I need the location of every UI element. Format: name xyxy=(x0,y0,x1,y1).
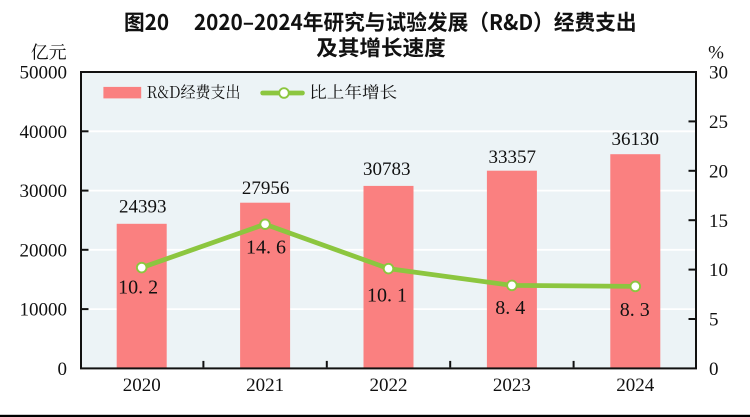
svg-text:14. 6: 14. 6 xyxy=(246,237,286,259)
svg-text:5: 5 xyxy=(709,310,719,331)
svg-text:10. 1: 10. 1 xyxy=(367,285,407,307)
svg-text:20000: 20000 xyxy=(20,241,68,262)
svg-text:50000: 50000 xyxy=(20,63,68,84)
svg-text:%: % xyxy=(708,43,724,64)
svg-text:10: 10 xyxy=(709,260,728,281)
svg-text:2023: 2023 xyxy=(493,375,531,396)
svg-text:25: 25 xyxy=(709,112,728,133)
svg-text:40000: 40000 xyxy=(20,122,68,143)
svg-text:0: 0 xyxy=(709,359,719,380)
svg-text:30783: 30783 xyxy=(363,159,411,180)
svg-text:27956: 27956 xyxy=(242,178,290,199)
svg-text:30: 30 xyxy=(709,63,728,84)
svg-text:33357: 33357 xyxy=(489,147,537,168)
svg-text:2021: 2021 xyxy=(246,375,284,396)
svg-text:2024: 2024 xyxy=(616,375,655,396)
svg-text:30000: 30000 xyxy=(20,181,68,202)
svg-text:2022: 2022 xyxy=(370,375,408,396)
svg-text:20: 20 xyxy=(709,161,728,182)
svg-text:2020: 2020 xyxy=(123,375,161,396)
svg-text:15: 15 xyxy=(709,211,728,232)
svg-text:24393: 24393 xyxy=(119,197,167,218)
svg-text:0: 0 xyxy=(58,359,68,380)
svg-text:36130: 36130 xyxy=(611,129,659,150)
svg-text:10. 2: 10. 2 xyxy=(118,277,158,299)
svg-text:8. 4: 8. 4 xyxy=(495,297,525,319)
svg-text:8. 3: 8. 3 xyxy=(620,299,650,321)
svg-text:10000: 10000 xyxy=(20,300,68,321)
